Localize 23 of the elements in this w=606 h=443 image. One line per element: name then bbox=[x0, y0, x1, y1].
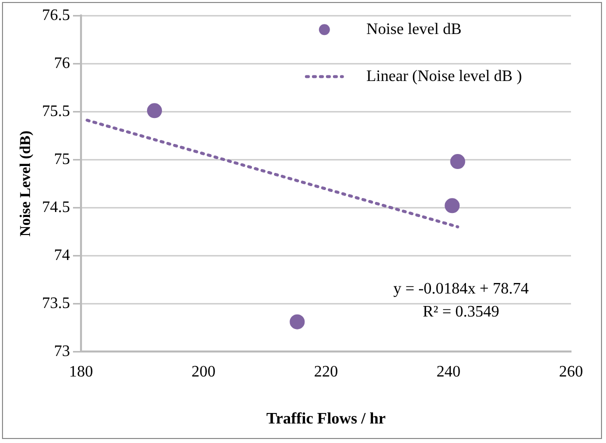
y-tick-label: 74.5 bbox=[42, 198, 70, 216]
y-tick-label: 76.5 bbox=[42, 6, 70, 24]
y-tick-label: 74 bbox=[54, 246, 70, 264]
y-axis-title: Noise Level (dB) bbox=[18, 130, 34, 237]
x-tick-label: 180 bbox=[69, 363, 93, 380]
x-tick-label: 220 bbox=[314, 363, 338, 380]
legend-label: Linear (Noise level dB ) bbox=[366, 68, 522, 85]
point bbox=[147, 103, 162, 118]
x-tick-label: 260 bbox=[559, 363, 583, 380]
point bbox=[290, 314, 305, 330]
point bbox=[450, 154, 466, 170]
y-tick-label: 73.5 bbox=[42, 294, 70, 312]
y-tick-label: 76 bbox=[54, 54, 70, 72]
annotation: R² = 0.3549 bbox=[422, 304, 500, 321]
point bbox=[444, 198, 460, 214]
y-tick-label: 75.5 bbox=[42, 102, 70, 120]
legend-label: Noise level dB bbox=[366, 20, 462, 38]
y-tick-label: 73 bbox=[54, 342, 70, 360]
annotation: y = -0.0184x + 78.74 bbox=[393, 280, 529, 298]
x-axis-title: Traffic Flows / hr bbox=[266, 410, 386, 428]
y-tick-label: 75 bbox=[54, 150, 70, 168]
x-tick-label: 240 bbox=[436, 363, 460, 380]
x-tick-label: 200 bbox=[192, 363, 216, 380]
